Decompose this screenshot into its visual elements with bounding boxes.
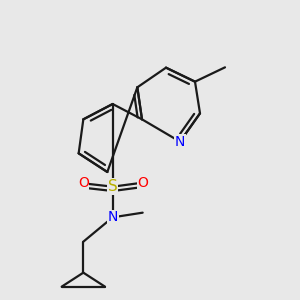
Text: N: N xyxy=(107,210,118,224)
Text: S: S xyxy=(108,179,118,194)
Text: O: O xyxy=(78,176,89,190)
Text: N: N xyxy=(175,135,185,149)
Text: O: O xyxy=(137,176,148,190)
